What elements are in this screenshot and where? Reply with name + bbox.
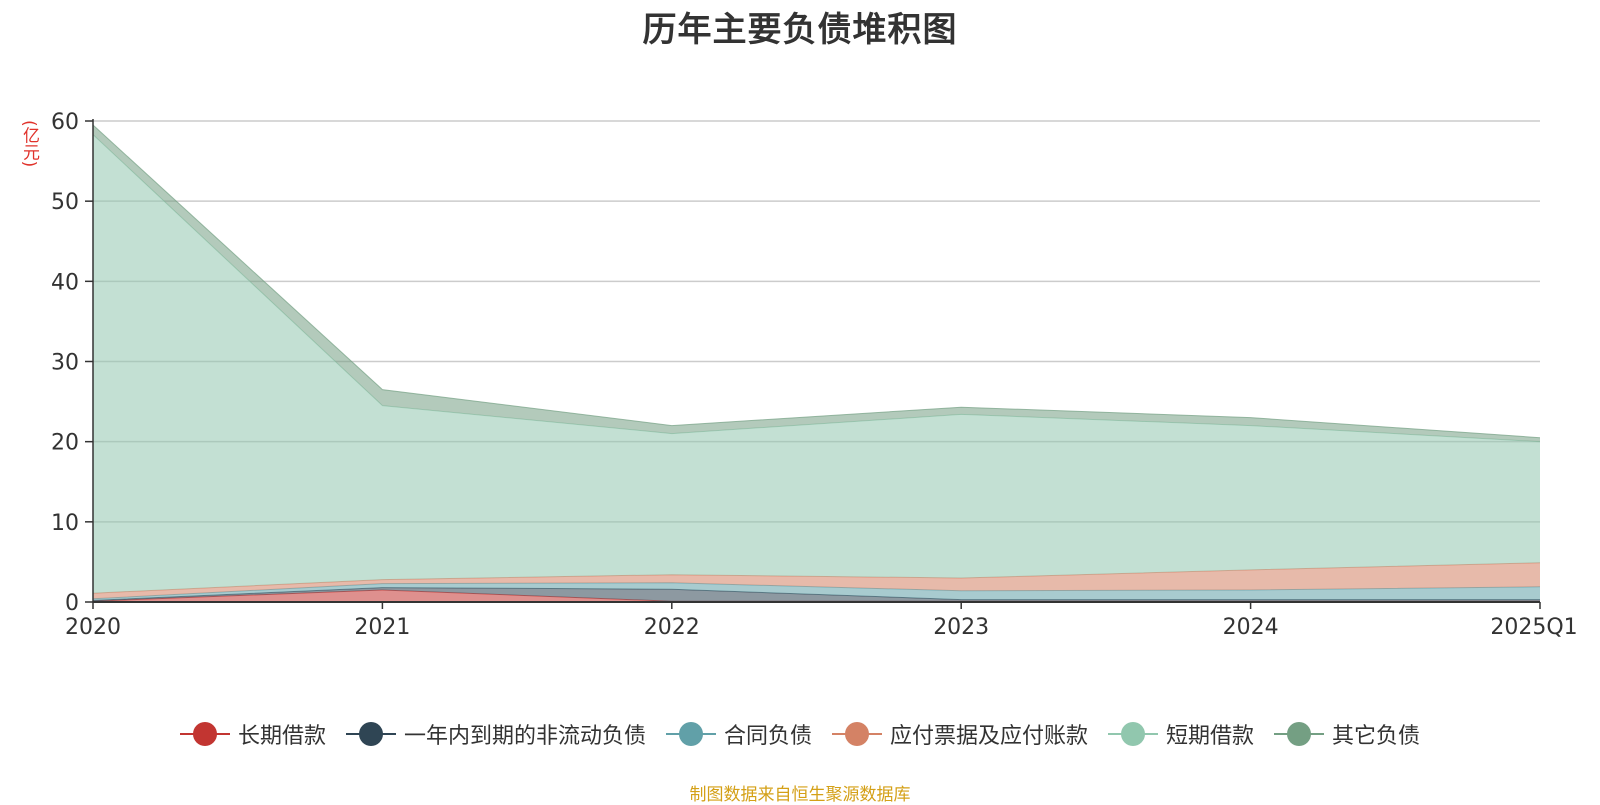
legend-item-3[interactable]: 应付票据及应付账款 xyxy=(832,718,1088,750)
legend-item-4[interactable]: 短期借款 xyxy=(1108,718,1254,750)
legend-item-2[interactable]: 合同负债 xyxy=(665,718,812,750)
legend-label: 一年内到期的非流动负债 xyxy=(403,724,646,749)
area-series-3[interactable] xyxy=(93,562,1540,599)
y-tick-label: 10 xyxy=(51,511,79,536)
y-tick-label: 30 xyxy=(51,351,79,376)
legend-marker-icon xyxy=(345,721,396,747)
chart-legend: 长期借款 一年内到期的非流动负债 合同负债 应付票据及应付账款 短期借款 其它负债 xyxy=(0,718,1600,750)
y-tick-label: 40 xyxy=(51,270,79,295)
legend-item-5[interactable]: 其它负债 xyxy=(1274,718,1420,750)
legend-marker-icon xyxy=(179,721,230,747)
area-series-4[interactable] xyxy=(93,134,1540,594)
area-series-edge-5 xyxy=(92,124,1541,439)
x-tick-label: 2023 xyxy=(933,615,989,640)
y-axis-unit-label: (亿元) xyxy=(19,120,39,168)
legend-marker-icon xyxy=(832,721,882,747)
legend-label: 短期借款 xyxy=(1166,724,1255,749)
legend-label: 其它负债 xyxy=(1332,724,1421,749)
legend-label: 应付票据及应付账款 xyxy=(890,724,1089,749)
x-tick-label: 2020 xyxy=(65,615,121,640)
y-tick-label: 0 xyxy=(65,591,79,616)
legend-label: 长期借款 xyxy=(237,724,326,749)
x-tick-label: 2022 xyxy=(644,615,700,640)
axes: 0 10 20 30 40 50 60 2020 2021 2022 2023 2024 2025Q1 xyxy=(51,110,1578,640)
y-tick-label: 60 xyxy=(51,110,79,135)
area-series[interactable] xyxy=(92,124,1541,602)
x-tick-label: 2021 xyxy=(354,615,410,640)
x-tick-label: 2025Q1 xyxy=(1490,615,1577,640)
legend-item-1[interactable]: 一年内到期的非流动负债 xyxy=(345,718,646,750)
legend-label: 合同负债 xyxy=(723,724,812,749)
legend-marker-icon xyxy=(1274,721,1325,747)
legend-marker-icon xyxy=(665,721,716,747)
legend-marker-icon xyxy=(1108,721,1159,747)
area-series-2[interactable] xyxy=(93,582,1540,601)
legend-item-0[interactable]: 长期借款 xyxy=(179,718,326,750)
chart-title: 历年主要负债堆积图 xyxy=(642,10,958,50)
data-source-note: 制图数据来自恒生聚源数据库 xyxy=(689,785,911,805)
y-tick-label: 20 xyxy=(51,431,79,456)
y-tick-label: 50 xyxy=(51,190,79,215)
x-tick-label: 2024 xyxy=(1223,615,1279,640)
